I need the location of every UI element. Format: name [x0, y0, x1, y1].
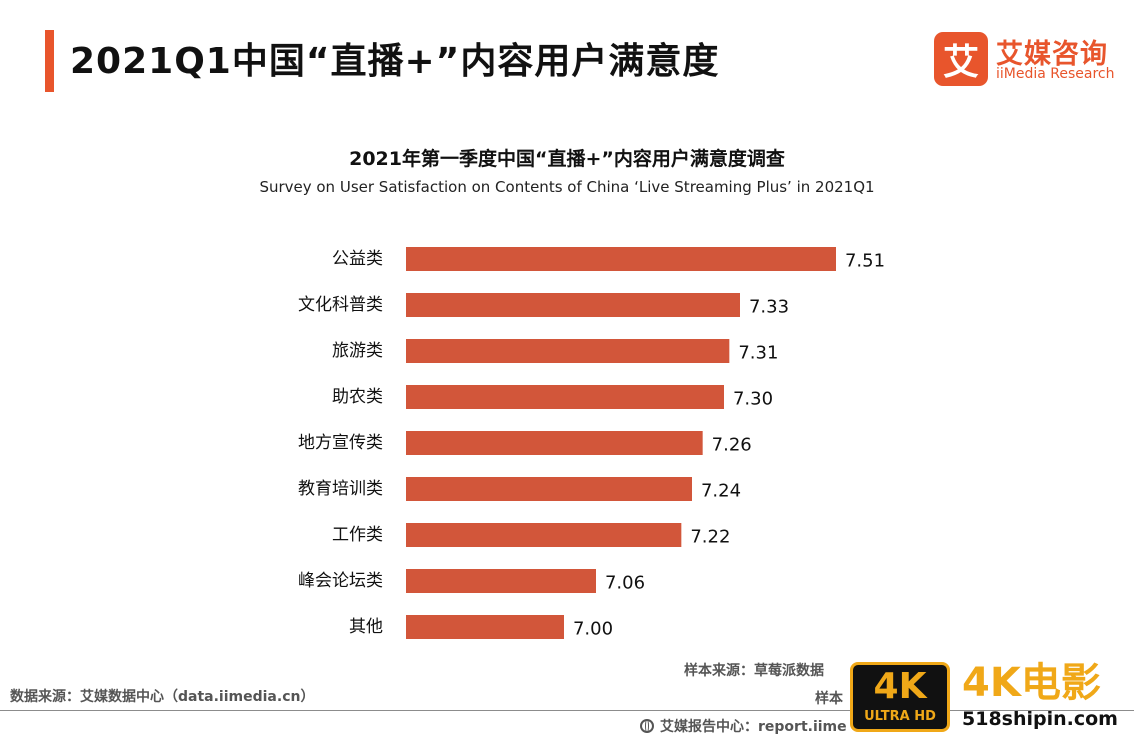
bar [406, 523, 682, 547]
report-center: 艾媒报告中心：report.iime [640, 716, 847, 736]
bar [406, 477, 692, 501]
data-source: 数据来源：艾媒数据中心（data.iimedia.cn） [10, 689, 315, 705]
globe-icon [640, 719, 654, 733]
watermark-badge: 4K ULTRA HD [850, 662, 950, 732]
value-label: 7.51 [845, 251, 885, 272]
sample-source: 样本来源：草莓派数据 [684, 663, 824, 679]
bar [406, 339, 730, 363]
category-label: 助农类 [332, 387, 383, 407]
watermark: 4K ULTRA HD 4K电影 518shipin.com [850, 658, 1134, 737]
value-label: 7.31 [738, 343, 778, 364]
chart-subtitle: Survey on User Satisfaction on Contents … [259, 178, 875, 196]
category-label: 公益类 [332, 249, 383, 269]
category-label: 旅游类 [332, 341, 383, 361]
logo-mark-icon: 艾 [934, 32, 988, 86]
watermark-badge-big: 4K [873, 666, 927, 707]
title-accent-bar [45, 30, 54, 92]
category-label: 工作类 [332, 525, 383, 545]
watermark-text: 4K电影 [962, 660, 1101, 706]
category-label: 其他 [349, 617, 383, 637]
watermark-badge-small: ULTRA HD [864, 709, 936, 724]
report-center-text: 艾媒报告中心：report.iime [660, 719, 847, 735]
value-label: 7.00 [573, 619, 613, 640]
sample-size: 样本 [815, 691, 843, 707]
bar [406, 569, 596, 593]
iimedia-logo: 艾 艾媒咨询 iiMedia Research [934, 32, 1124, 88]
category-label: 文化科普类 [298, 295, 383, 315]
footer-divider [0, 710, 1134, 711]
value-label: 7.24 [701, 481, 741, 502]
value-label: 7.22 [690, 527, 730, 548]
category-label: 峰会论坛类 [298, 571, 383, 591]
bar [406, 385, 724, 409]
page-title: 2021Q1中国“直播+”内容用户满意度 [70, 41, 720, 82]
value-label: 7.30 [733, 389, 773, 410]
category-label: 教育培训类 [298, 479, 383, 499]
value-label: 7.33 [749, 297, 789, 318]
bar [406, 293, 740, 317]
value-label: 7.26 [712, 435, 752, 456]
bar [406, 247, 836, 271]
category-label: 地方宣传类 [298, 433, 383, 453]
watermark-url: 518shipin.com [962, 708, 1118, 730]
logo-name-cn: 艾媒咨询 [996, 39, 1108, 70]
value-label: 7.06 [605, 573, 645, 594]
bar [406, 431, 703, 455]
logo-name-en: iiMedia Research [996, 66, 1115, 82]
bar [406, 615, 564, 639]
chart-title: 2021年第一季度中国“直播+”内容用户满意度调查 [349, 148, 785, 170]
